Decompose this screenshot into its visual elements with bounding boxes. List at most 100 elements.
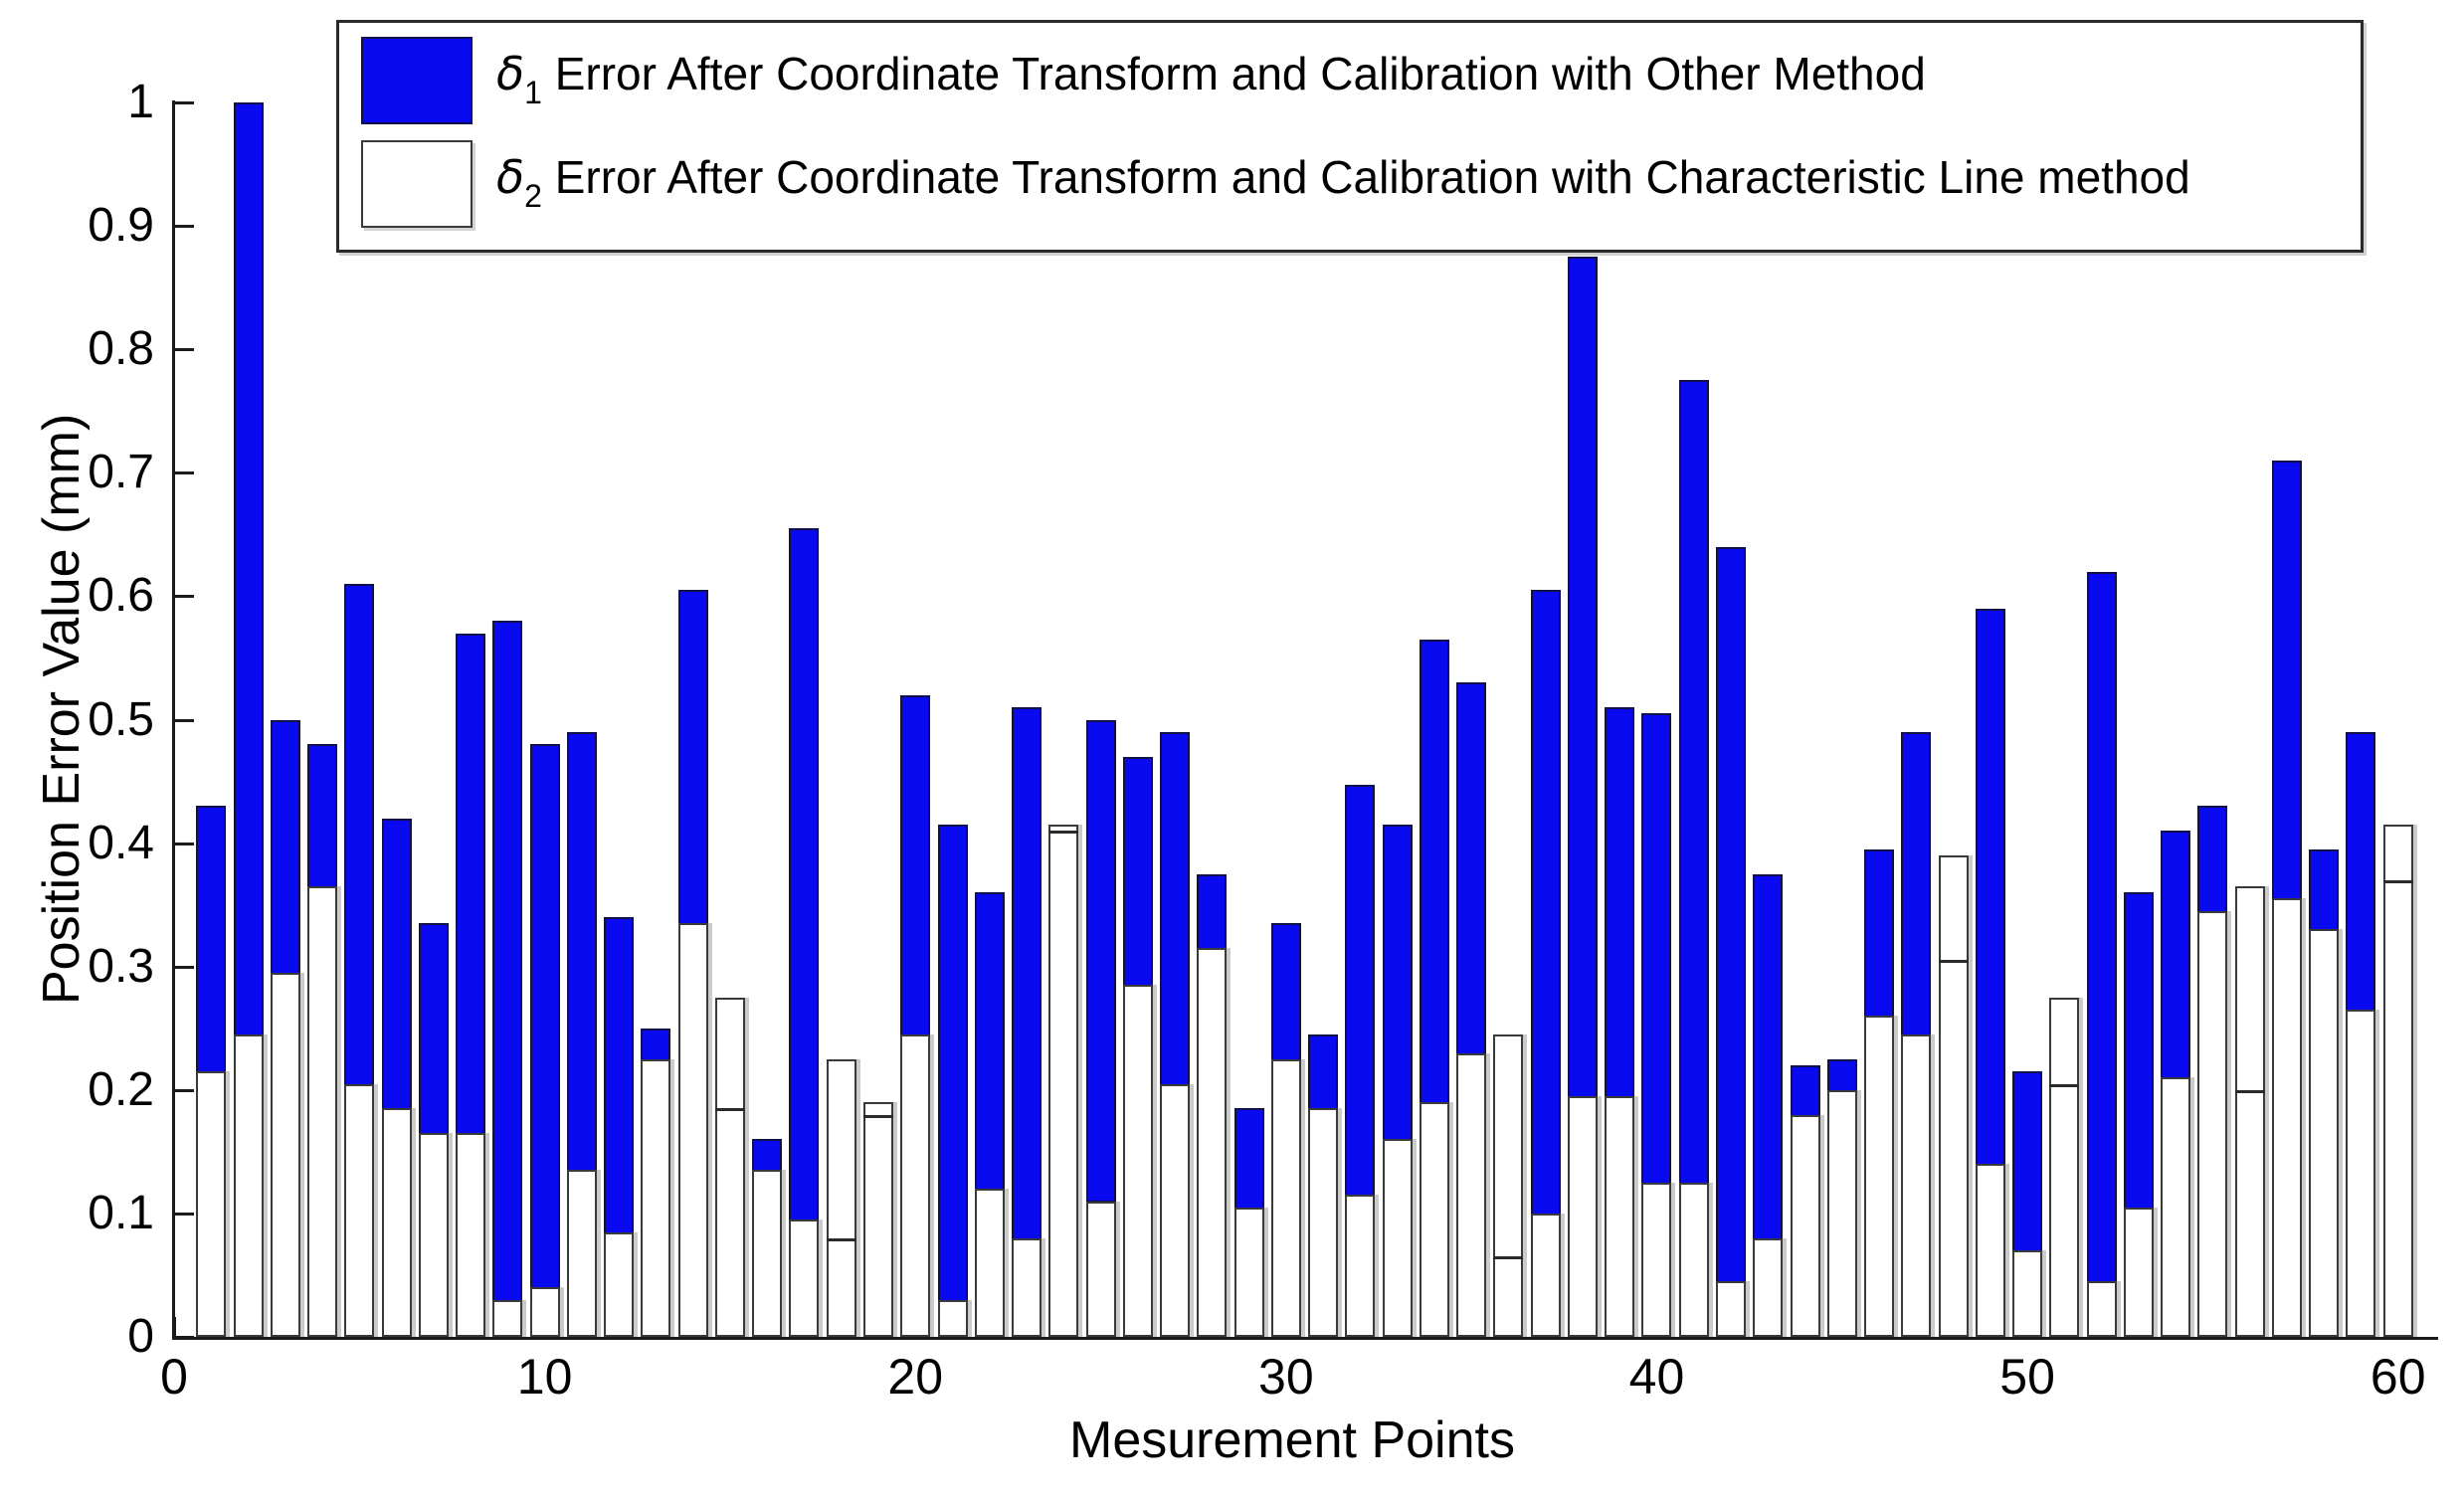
bar-group-22 [974,892,1005,1337]
bar-delta2 [307,886,338,1337]
legend-label-delta2: δ2 Error After Coordinate Transform and … [496,150,2190,214]
bar-delta1 [789,528,820,1222]
bar-delta2 [974,1189,1005,1337]
y-tick-mark [174,101,194,104]
bar-delta2 [752,1170,783,1337]
x-tick-label: 30 [1258,1349,1314,1405]
bar-delta2 [2346,1010,2376,1337]
bar-delta2 [529,1287,560,1337]
x-axis-title: Mesurement Points [1069,1411,1515,1469]
bar-delta2 [344,1083,375,1337]
bar-delta2 [566,1170,597,1337]
y-tick-mark [174,718,194,722]
bar-delta1 [974,892,1005,1192]
bar-group-11 [566,731,597,1337]
bar-group-3 [270,719,300,1337]
bar-delta1 [2197,806,2228,913]
bar-group-27 [1160,731,1191,1337]
bar-delta2 [1493,1033,1524,1337]
bar-group-23 [1012,707,1042,1337]
bar-group-38 [1567,257,1598,1337]
bar-delta2 [1826,1089,1857,1337]
y-tick-label: 0.7 [88,446,154,499]
bar-delta1 [937,824,968,1302]
bar-delta1 [1901,731,1932,1036]
y-tick-mark [174,1088,194,1092]
bar-group-44 [1790,1064,1820,1337]
bar-delta2 [1012,1237,1042,1337]
bar-delta1 [2086,571,2117,1284]
bar-delta1-line [714,1108,745,1112]
bar-delta1 [1641,713,1672,1185]
bar-group-24 [1048,824,1079,1337]
bar-group-34 [1419,639,1449,1337]
bar-delta2 [233,1033,264,1337]
bar-delta2 [2049,997,2080,1337]
bar-delta2 [1678,1182,1709,1337]
y-tick-mark [174,595,194,599]
bar-delta1 [2123,892,2154,1210]
bar-delta1 [677,590,708,926]
bar-delta1 [270,719,300,975]
y-tick-label: 0.2 [88,1062,154,1116]
bar-delta1 [1605,707,1635,1098]
bar-delta1 [900,694,931,1036]
bar-delta2 [641,1058,671,1337]
bar-delta2 [1605,1096,1635,1337]
bar-group-2 [233,102,264,1337]
bar-group-50 [2012,1071,2043,1337]
bar-group-45 [1826,1058,1857,1337]
bar-group-20 [900,694,931,1337]
bar-delta2 [196,1071,227,1337]
bar-group-18 [826,1058,856,1337]
y-tick-label: 0.1 [88,1186,154,1239]
bar-delta2 [1233,1207,1264,1337]
bar-delta1 [1826,1058,1857,1092]
bar-delta1 [2309,848,2340,932]
y-tick-label: 0.8 [88,322,154,376]
bar-group-48 [1938,855,1969,1337]
bar-delta1 [1233,1108,1264,1210]
bar-delta1 [344,583,375,1086]
y-tick-label: 0.9 [88,199,154,253]
bar-group-59 [2346,731,2376,1337]
y-tick-mark [174,965,194,969]
bar-group-9 [492,621,523,1337]
bar-group-54 [2161,831,2191,1337]
bar-delta2 [1382,1139,1413,1337]
bar-group-29 [1233,1108,1264,1337]
bar-group-46 [1864,848,1895,1337]
bar-delta2 [1122,985,1153,1337]
bar-delta1 [418,923,449,1136]
bar-group-40 [1641,713,1672,1337]
bar-group-43 [1753,873,1784,1337]
bar-group-26 [1122,756,1153,1337]
bar-group-15 [714,997,745,1337]
bar-delta2 [1641,1182,1672,1337]
bar-delta2 [714,997,745,1337]
bar-delta2 [1197,948,1228,1337]
bar-group-52 [2086,571,2117,1337]
y-tick-mark [174,1212,194,1216]
x-tick-label: 40 [1628,1349,1685,1405]
bar-delta2 [381,1108,412,1337]
bar-delta2 [1901,1033,1932,1337]
legend-item-delta1: δ1 Error After Coordinate Transform and … [339,29,2361,138]
bar-delta1 [1456,682,1487,1055]
y-tick-label: 0.6 [88,569,154,623]
bar-delta1 [196,806,227,1074]
bar-delta1 [566,731,597,1173]
y-tick-mark [174,1336,194,1339]
bar-group-30 [1270,923,1301,1337]
bar-group-10 [529,744,560,1337]
y-axis-line [172,100,175,1340]
bar-delta1 [307,744,338,889]
bar-delta2 [1530,1213,1561,1337]
bar-delta2 [270,972,300,1337]
bar-delta2 [2271,898,2302,1337]
bar-delta1 [1345,785,1376,1198]
bar-delta2 [789,1220,820,1337]
x-tick-label: 10 [516,1349,573,1405]
bar-delta1 [456,633,486,1136]
bar-delta1 [1012,707,1042,1240]
